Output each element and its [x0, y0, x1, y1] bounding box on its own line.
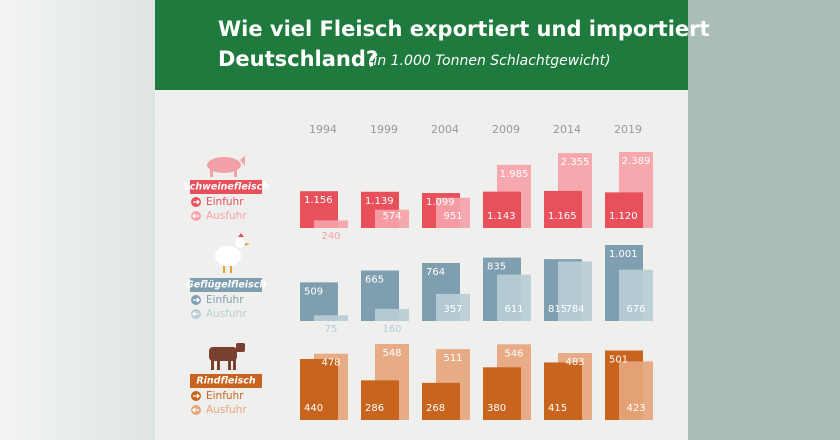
bar: [605, 192, 643, 228]
value-label: 784: [565, 304, 584, 315]
value-label: 478: [321, 358, 340, 369]
value-label: 611: [504, 304, 523, 315]
value-label: 423: [626, 403, 645, 414]
group-tag: [190, 374, 262, 388]
legend-arrow: [192, 407, 199, 413]
subtitle: (in 1.000 Tonnen Schlachtgewicht): [368, 53, 611, 69]
legend-arrow: [193, 297, 200, 303]
year-label: 2004: [431, 123, 459, 136]
legend-label: Ausfuhr: [206, 404, 247, 416]
bar: [436, 197, 470, 228]
background-right: [688, 0, 840, 440]
legend-arrow: [193, 393, 200, 399]
legend-label: Ausfuhr: [206, 308, 247, 320]
bar: [300, 282, 338, 321]
bar: [375, 308, 409, 321]
legend-arrow: [192, 213, 199, 219]
value-label: 835: [487, 262, 506, 273]
bar: [497, 274, 531, 321]
bar: [483, 367, 521, 420]
cow-icon: [209, 343, 245, 370]
value-label: 160: [382, 324, 401, 335]
value-label: 511: [443, 353, 462, 364]
value-label: 665: [365, 275, 384, 286]
title: Deutschland?: [218, 47, 378, 71]
year-label: 1994: [309, 123, 337, 136]
bar: [300, 358, 338, 420]
year-label: 2019: [614, 123, 642, 136]
value-label: 1.985: [500, 169, 529, 180]
value-label: 415: [548, 403, 567, 414]
bar: [544, 362, 582, 420]
group-label: Rindfleisch: [196, 376, 256, 387]
value-label: 951: [443, 211, 462, 222]
year-label: 1999: [370, 123, 398, 136]
group-tag: [190, 180, 262, 194]
value-label: 1.165: [548, 211, 577, 222]
legend-arrow: [193, 199, 200, 205]
bar: [314, 220, 348, 228]
value-label: 1.143: [487, 211, 516, 222]
value-label: 501: [609, 355, 628, 366]
icons: [207, 156, 250, 370]
pig-icon: [207, 156, 245, 177]
value-label: 357: [443, 304, 462, 315]
value-label: 1.156: [304, 195, 333, 206]
bar: [422, 382, 460, 420]
value-label: 548: [382, 348, 401, 359]
value-label: 380: [487, 403, 506, 414]
legend-label: Einfuhr: [206, 390, 244, 402]
group-label: Geflügelfleisch: [186, 280, 266, 291]
group-tag: [190, 278, 262, 292]
value-label: 2.355: [561, 157, 590, 168]
value-label: 815: [548, 304, 567, 315]
value-label: 546: [504, 348, 523, 359]
bar: [436, 293, 470, 321]
value-label: 286: [365, 403, 384, 414]
value-label: 75: [325, 324, 338, 335]
bar: [558, 261, 592, 321]
value-label: 240: [321, 231, 340, 242]
value-label: 2.389: [622, 156, 651, 167]
value-label: 676: [626, 304, 645, 315]
header: [155, 0, 688, 90]
value-label: 483: [565, 357, 584, 368]
value-label: 1.001: [609, 249, 638, 260]
value-label: 509: [304, 286, 323, 297]
year-label: 2014: [553, 123, 581, 136]
bar: [314, 315, 348, 321]
legend-label: Einfuhr: [206, 294, 244, 306]
legend-arrow: [192, 311, 199, 317]
value-label: 1.139: [365, 196, 394, 207]
bar: [361, 380, 399, 420]
value-label: 764: [426, 267, 445, 278]
value-label: 440: [304, 403, 323, 414]
title: Wie viel Fleisch exportiert und importie…: [218, 17, 710, 41]
chicken-icon: [215, 233, 250, 273]
bar: [619, 269, 653, 321]
value-label: 574: [382, 211, 401, 222]
value-label: 1.120: [609, 211, 638, 222]
legend-label: Einfuhr: [206, 196, 244, 208]
value-label: 268: [426, 403, 445, 414]
year-label: 2009: [492, 123, 520, 136]
value-label: 1.099: [426, 197, 455, 208]
bar: [483, 191, 521, 228]
background-left: [0, 0, 155, 440]
group-label: Schweinefleisch: [183, 182, 269, 193]
legend-label: Ausfuhr: [206, 210, 247, 222]
bar: [544, 190, 582, 228]
bar: [375, 209, 409, 228]
bar: [619, 361, 653, 420]
